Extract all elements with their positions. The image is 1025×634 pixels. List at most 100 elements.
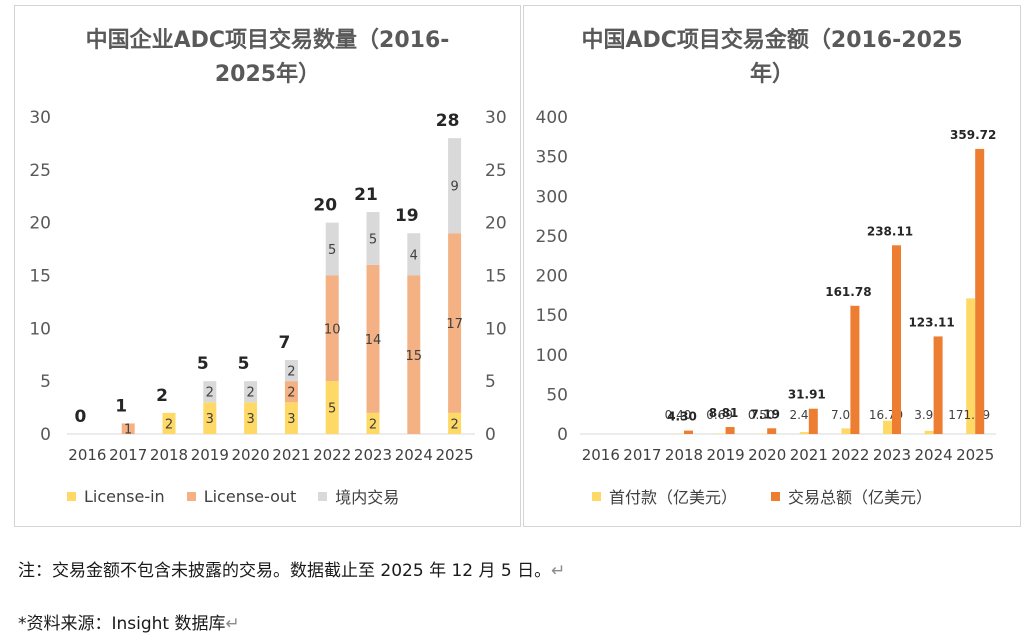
x-tick: 2017: [623, 446, 661, 464]
total-label: 0: [74, 407, 86, 427]
legend-label: License-in: [84, 487, 165, 506]
x-tick: 2017: [109, 446, 147, 464]
segment-label: 3: [206, 412, 214, 427]
y-tick-right: 15: [485, 267, 507, 287]
total-value-bar: [726, 427, 735, 434]
legend-swatch: [592, 492, 601, 501]
total-value-label: 8.81: [709, 406, 739, 420]
legend-swatch: [67, 492, 76, 501]
legend-label: 首付款（亿美元）: [609, 484, 737, 508]
legend-label: 境内交易: [335, 484, 399, 508]
legend-label: License-out: [204, 487, 297, 506]
segment-label: 2: [450, 417, 458, 432]
x-tick: 2019: [707, 446, 745, 464]
total-value-label: 123.11: [908, 315, 954, 329]
segment-label: 14: [365, 333, 382, 348]
x-tick: 2021: [272, 446, 310, 464]
y-tick: 0: [557, 425, 568, 445]
total-value-bar: [684, 431, 693, 434]
y-tick-left: 0: [40, 425, 51, 445]
total-value-bar: [809, 409, 818, 434]
y-tick-right: 20: [485, 214, 507, 234]
y-tick: 150: [536, 306, 568, 326]
y-tick-right: 25: [485, 161, 507, 181]
total-label: 28: [436, 111, 460, 131]
segment-label: 5: [328, 402, 336, 417]
source-text: *资料来源：Insight 数据库: [18, 614, 226, 634]
y-tick-right: 30: [485, 108, 507, 128]
y-tick-left: 30: [29, 108, 51, 128]
return-mark: ↵: [551, 561, 565, 581]
y-tick: 350: [536, 148, 568, 168]
y-tick: 400: [536, 108, 568, 128]
upfront-bar: [800, 432, 809, 434]
segment-label: 2: [369, 417, 377, 432]
deal-value-legend: 首付款（亿美元） 交易总额（亿美元）: [592, 484, 954, 508]
y-tick-right: 0: [485, 425, 496, 445]
x-tick: 2016: [582, 446, 620, 464]
legend-domestic: 境内交易: [318, 484, 399, 508]
total-value-label: 161.78: [825, 285, 871, 299]
segment-label: 15: [406, 349, 423, 364]
y-tick-left: 10: [29, 319, 51, 339]
segment-label: 2: [246, 386, 254, 401]
upfront-bar: [717, 433, 726, 434]
y-tick-left: 25: [29, 161, 51, 181]
source-note: *资料来源：Insight 数据库↵: [18, 609, 240, 634]
y-tick: 300: [536, 187, 568, 207]
x-tick: 2019: [191, 446, 229, 464]
segment-label: 4: [410, 248, 418, 263]
footnote-text: 注：交易金额不包含未披露的交易。数据截止至 2025 年 12 月 5 日。: [18, 561, 551, 581]
legend-swatch: [187, 492, 196, 501]
legend-upfront: 首付款（亿美元）: [592, 484, 737, 508]
x-tick: 2020: [232, 446, 270, 464]
upfront-bar: [925, 431, 934, 434]
segment-label: 5: [328, 243, 336, 258]
legend-swatch: [771, 492, 780, 501]
x-tick: 2018: [150, 446, 188, 464]
return-mark: ↵: [226, 614, 240, 634]
y-tick: 100: [536, 346, 568, 366]
total-value-bar: [934, 336, 943, 434]
total-value-bar: [892, 245, 901, 434]
y-tick-left: 5: [40, 372, 51, 392]
x-tick: 2025: [436, 446, 474, 464]
segment-label: 2: [206, 386, 214, 401]
segment-label: 10: [324, 322, 341, 337]
legend-total: 交易总额（亿美元）: [771, 484, 932, 508]
upfront-bar: [883, 421, 892, 434]
total-label: 2: [156, 386, 168, 406]
total-label: 21: [354, 185, 378, 205]
y-tick: 200: [536, 267, 568, 287]
x-tick: 2024: [395, 446, 433, 464]
segment-label: 1: [124, 423, 132, 438]
y-tick-right: 10: [485, 319, 507, 339]
total-value-bar: [767, 428, 776, 434]
total-value-label: 359.72: [950, 128, 996, 142]
x-tick: 2025: [956, 446, 994, 464]
total-value-bar: [975, 149, 984, 434]
legend-license-in: License-in: [67, 487, 165, 506]
legend-swatch: [318, 492, 327, 501]
total-value-label: 4.30: [667, 410, 697, 424]
total-label: 20: [313, 196, 337, 216]
total-label: 5: [238, 354, 250, 374]
segment-label: 2: [287, 386, 295, 401]
segment-label: 3: [246, 412, 254, 427]
total-value-label: 7.19: [750, 407, 780, 421]
segment-label: 2: [165, 417, 173, 432]
segment-label: 5: [369, 233, 377, 248]
segment-label: 9: [450, 180, 458, 195]
y-tick: 50: [546, 385, 568, 405]
total-label: 7: [278, 333, 290, 353]
x-tick: 2022: [831, 446, 869, 464]
x-tick: 2022: [313, 446, 351, 464]
y-tick-left: 20: [29, 214, 51, 234]
y-tick-right: 5: [485, 372, 496, 392]
total-label: 19: [395, 206, 419, 226]
total-value-label: 238.11: [867, 224, 913, 238]
footnote: 注：交易金额不包含未披露的交易。数据截止至 2025 年 12 月 5 日。↵: [18, 556, 565, 581]
